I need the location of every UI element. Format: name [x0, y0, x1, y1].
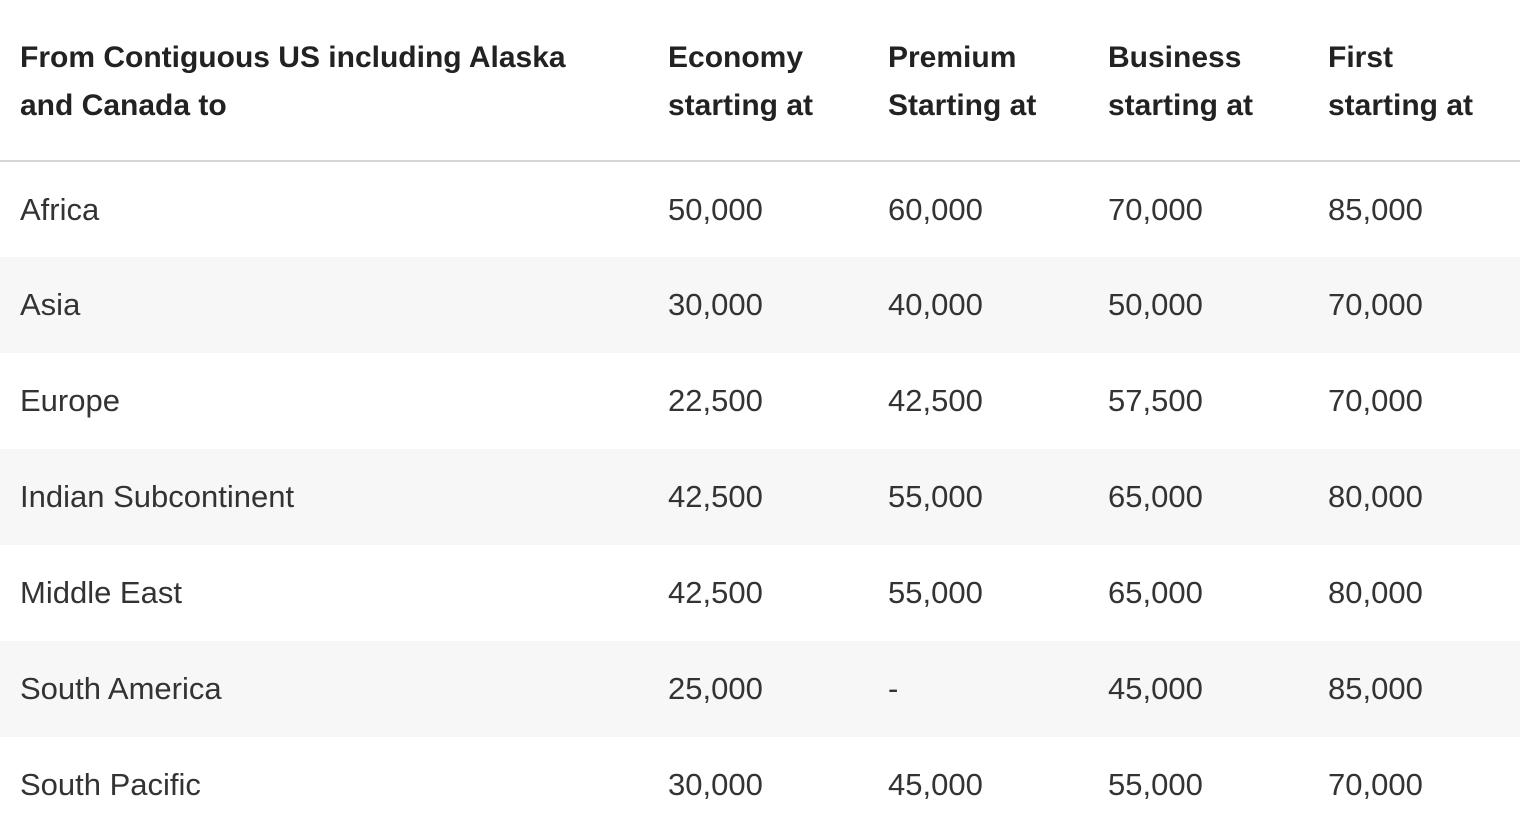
cell-economy: 50,000	[648, 161, 868, 257]
header-region-line-1: From Contiguous US including Alaska	[20, 41, 566, 74]
header-premium: Premium Starting at	[868, 0, 1088, 162]
cell-business: 55,000	[1088, 737, 1308, 828]
header-row: From Contiguous US including Alaska and …	[0, 0, 1520, 162]
cell-premium: -	[868, 641, 1088, 737]
cell-premium: 55,000	[868, 449, 1088, 545]
cell-premium: 55,000	[868, 545, 1088, 641]
header-business-line-1: Business	[1108, 41, 1242, 74]
cell-business: 65,000	[1088, 449, 1308, 545]
cell-premium: 60,000	[868, 161, 1088, 257]
cell-economy: 42,500	[648, 449, 868, 545]
cell-region: Indian Subcontinent	[0, 449, 648, 545]
cell-region: Middle East	[0, 545, 648, 641]
table-row: Africa 50,000 60,000 70,000 85,000	[0, 161, 1520, 257]
header-region-line-2: and Canada to	[20, 89, 227, 122]
cell-business: 57,500	[1088, 353, 1308, 449]
table-body: Africa 50,000 60,000 70,000 85,000 Asia …	[0, 161, 1520, 828]
cell-region: South America	[0, 641, 648, 737]
header-first: First starting at	[1308, 0, 1520, 162]
cell-region: South Pacific	[0, 737, 648, 828]
cell-first: 80,000	[1308, 449, 1520, 545]
cell-first: 70,000	[1308, 353, 1520, 449]
cell-premium: 42,500	[868, 353, 1088, 449]
cell-business: 45,000	[1088, 641, 1308, 737]
cell-economy: 25,000	[648, 641, 868, 737]
header-first-line-2: starting at	[1328, 89, 1474, 122]
cell-first: 70,000	[1308, 737, 1520, 828]
cell-region: Africa	[0, 161, 648, 257]
header-premium-line-2: Starting at	[888, 89, 1037, 122]
cell-business: 70,000	[1088, 161, 1308, 257]
table-row: Asia 30,000 40,000 50,000 70,000	[0, 257, 1520, 353]
table-row: Middle East 42,500 55,000 65,000 80,000	[0, 545, 1520, 641]
cell-first: 85,000	[1308, 161, 1520, 257]
header-premium-line-1: Premium	[888, 41, 1017, 74]
header-economy-line-2: starting at	[668, 89, 814, 122]
table-row: South America 25,000 - 45,000 85,000	[0, 641, 1520, 737]
header-business-line-2: starting at	[1108, 89, 1254, 122]
cell-economy: 30,000	[648, 257, 868, 353]
cell-business: 50,000	[1088, 257, 1308, 353]
cell-region: Europe	[0, 353, 648, 449]
cell-economy: 42,500	[648, 545, 868, 641]
cell-first: 85,000	[1308, 641, 1520, 737]
cell-business: 65,000	[1088, 545, 1308, 641]
table-row: Indian Subcontinent 42,500 55,000 65,000…	[0, 449, 1520, 545]
header-first-line-1: First	[1328, 41, 1394, 74]
header-economy: Economy starting at	[648, 0, 868, 162]
cell-premium: 40,000	[868, 257, 1088, 353]
header-business: Business starting at	[1088, 0, 1308, 162]
table-row: Europe 22,500 42,500 57,500 70,000	[0, 353, 1520, 449]
cell-premium: 45,000	[868, 737, 1088, 828]
table-row: South Pacific 30,000 45,000 55,000 70,00…	[0, 737, 1520, 828]
cell-first: 80,000	[1308, 545, 1520, 641]
table-header: From Contiguous US including Alaska and …	[0, 0, 1520, 162]
cell-region: Asia	[0, 257, 648, 353]
header-economy-line-1: Economy	[668, 41, 804, 74]
cell-first: 70,000	[1308, 257, 1520, 353]
cell-economy: 22,500	[648, 353, 868, 449]
header-region: From Contiguous US including Alaska and …	[0, 0, 648, 162]
cell-economy: 30,000	[648, 737, 868, 828]
